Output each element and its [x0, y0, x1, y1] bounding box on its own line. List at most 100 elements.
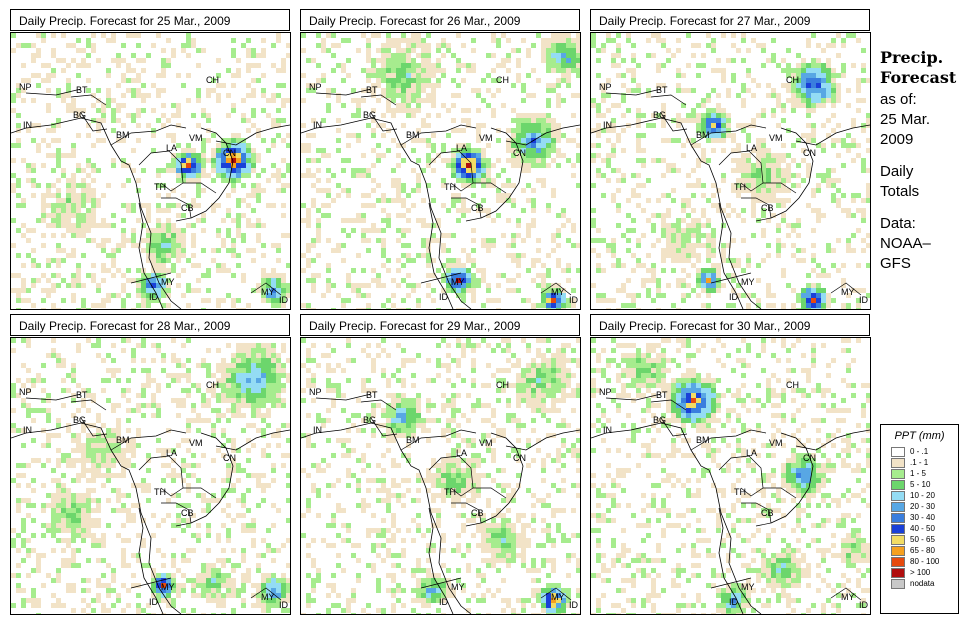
legend-label: 80 - 100 — [910, 557, 940, 566]
country-label: MY — [841, 592, 855, 602]
side-date-line1: 25 Mar. — [880, 111, 931, 128]
country-label: IN — [603, 425, 612, 435]
country-label: TH — [154, 182, 166, 192]
country-borders — [25, 393, 282, 601]
country-label: ID — [439, 597, 449, 607]
legend-swatch — [891, 567, 905, 578]
country-label: MY — [741, 582, 755, 592]
country-label: VM — [189, 438, 203, 448]
legend-label: nodata — [910, 579, 935, 588]
legend-label: 1 - 5 — [910, 469, 927, 478]
country-label: BG — [653, 110, 666, 120]
legend-item: 40 - 50 — [891, 523, 958, 534]
country-label: LA — [746, 143, 757, 153]
legend-label: > 100 — [910, 568, 931, 577]
legend-item: 30 - 40 — [891, 512, 958, 523]
country-label: CH — [206, 75, 219, 85]
country-label: BM — [116, 130, 130, 140]
legend-swatch — [891, 534, 905, 545]
country-label: CB — [761, 203, 774, 213]
country-label: CH — [206, 380, 219, 390]
side-daily-line2: Totals — [880, 183, 920, 200]
coastline — [301, 117, 580, 309]
country-label: VM — [769, 438, 783, 448]
country-label: LA — [166, 143, 177, 153]
legend-item: 0 - .1 — [891, 446, 958, 457]
country-borders — [315, 88, 572, 296]
country-label: IN — [23, 120, 32, 130]
coastline — [591, 422, 870, 614]
forecast-map-5: NP BT BG IN BM CH VM LA TH CB MY ID MY ID CN — [300, 337, 581, 615]
panel-title-4: Daily Precip. Forecast for 28 Mar., 2009 — [10, 314, 290, 336]
legend-item: 1 - 5 — [891, 468, 958, 479]
side-asof: as of: — [880, 91, 917, 108]
country-label: ID — [149, 292, 159, 302]
legend-label: 10 - 20 — [910, 491, 935, 500]
country-label: BM — [406, 435, 420, 445]
legend-label: 5 - 10 — [910, 480, 931, 489]
country-label: BT — [656, 85, 668, 95]
legend-item: 50 - 65 — [891, 534, 958, 545]
forecast-map-2: NP BT BG IN BM CH VM LA TH CB MY ID MY ID CN — [300, 32, 581, 310]
forecast-map-6: NP BT BG IN BM CH VM LA TH CB MY ID MY ID CN — [590, 337, 871, 615]
country-label: VM — [189, 133, 203, 143]
legend-item: 5 - 10 — [891, 479, 958, 490]
country-label: ID — [729, 597, 739, 607]
country-label: CH — [786, 75, 799, 85]
country-label: CN — [803, 453, 816, 463]
side-title-line1: Precip. — [880, 48, 944, 67]
precip-field — [11, 33, 290, 309]
country-label: CH — [496, 75, 509, 85]
panel-title-3: Daily Precip. Forecast for 27 Mar., 2009 — [590, 9, 870, 31]
forecast-map-4: NP BT BG IN BM CH VM LA TH CB MY ID MY ID CN — [10, 337, 291, 615]
country-label: ID — [859, 295, 869, 305]
coastline — [11, 422, 290, 614]
country-label: ID — [859, 600, 869, 610]
country-borders — [605, 393, 862, 601]
country-label: CH — [786, 380, 799, 390]
legend-swatch — [891, 545, 905, 556]
country-label: MY — [161, 582, 175, 592]
country-label: NP — [309, 387, 322, 397]
country-label: TH — [444, 487, 456, 497]
country-label: TH — [154, 487, 166, 497]
country-label: TH — [734, 487, 746, 497]
precip-field — [11, 338, 290, 614]
precip-field — [301, 338, 580, 614]
side-data-line3: GFS — [880, 255, 911, 272]
country-label: CN — [513, 453, 526, 463]
country-label: ID — [149, 597, 159, 607]
legend-swatch — [891, 468, 905, 479]
country-label: CB — [471, 203, 484, 213]
legend-swatch — [891, 556, 905, 567]
legend-item: nodata — [891, 578, 958, 589]
panel-title-5: Daily Precip. Forecast for 29 Mar., 2009 — [300, 314, 580, 336]
country-label: BT — [656, 390, 668, 400]
panel-title-6: Daily Precip. Forecast for 30 Mar., 2009 — [590, 314, 870, 336]
country-label: BM — [116, 435, 130, 445]
legend-swatch — [891, 457, 905, 468]
legend-item: 80 - 100 — [891, 556, 958, 567]
country-label: IN — [313, 425, 322, 435]
country-label: IN — [603, 120, 612, 130]
legend-item: 10 - 20 — [891, 490, 958, 501]
legend-rows: 0 - .1 .1 - 1 1 - 5 5 - 10 10 - 20 20 - 30 30 … — [881, 446, 958, 589]
country-label: VM — [479, 438, 493, 448]
country-label: MY — [451, 582, 465, 592]
country-label: IN — [313, 120, 322, 130]
side-date-line2: 2009 — [880, 131, 914, 148]
legend-title: PPT (mm) — [894, 430, 945, 442]
country-label: CB — [181, 203, 194, 213]
country-label: IN — [23, 425, 32, 435]
country-label: BG — [73, 415, 86, 425]
country-label: LA — [456, 448, 467, 458]
country-label: MY — [261, 287, 275, 297]
side-data-line1: Data: — [880, 215, 916, 232]
panel-title-2: Daily Precip. Forecast for 26 Mar., 2009 — [300, 9, 580, 31]
country-label: TH — [444, 182, 456, 192]
country-label: NP — [599, 82, 612, 92]
